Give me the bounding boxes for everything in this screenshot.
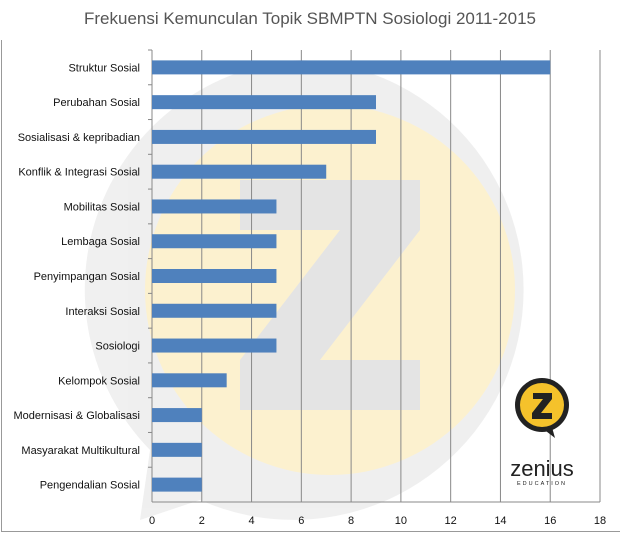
bar bbox=[152, 442, 202, 457]
bar bbox=[152, 164, 327, 179]
bar bbox=[152, 373, 227, 388]
x-tick-label: 14 bbox=[494, 515, 506, 527]
zenius-logo: zenius EDUCATION bbox=[510, 378, 574, 487]
bar bbox=[152, 408, 202, 423]
bar bbox=[152, 129, 376, 144]
category-label: Lembaga Sosial bbox=[61, 236, 140, 248]
bar bbox=[152, 338, 277, 353]
x-tick-label: 2 bbox=[199, 515, 205, 527]
zenius-watermark bbox=[84, 60, 524, 520]
x-tick-label: 8 bbox=[348, 515, 354, 527]
x-tick-label: 6 bbox=[298, 515, 304, 527]
bar bbox=[152, 199, 277, 214]
chart-title: Frekuensi Kemunculan Topik SBMPTN Sosiol… bbox=[83, 9, 536, 28]
category-label: Pengendalian Sosial bbox=[40, 480, 140, 492]
x-tick-label: 16 bbox=[544, 515, 556, 527]
x-tick-label: 12 bbox=[445, 515, 457, 527]
bar bbox=[152, 477, 202, 492]
logo-sub: EDUCATION bbox=[517, 481, 567, 487]
category-label: Sosiologi bbox=[95, 341, 140, 353]
category-label: Penyimpangan Sosial bbox=[34, 271, 140, 283]
category-label: Mobilitas Sosial bbox=[64, 201, 140, 213]
x-tick-label: 18 bbox=[594, 515, 606, 527]
logo-name: zenius bbox=[510, 456, 574, 481]
chart-frame bbox=[1, 40, 620, 532]
category-label: Sosialisasi & kepribadian bbox=[18, 132, 140, 144]
x-tick-label: 4 bbox=[248, 515, 254, 527]
bar bbox=[152, 60, 551, 75]
x-tick-label: 10 bbox=[395, 515, 407, 527]
category-label: Konflik & Integrasi Sosial bbox=[18, 167, 140, 179]
bar bbox=[152, 269, 277, 283]
category-label: Modernisasi & Globalisasi bbox=[13, 410, 140, 422]
bar bbox=[152, 303, 277, 318]
bar bbox=[152, 234, 277, 249]
category-label: Struktur Sosial bbox=[68, 62, 140, 74]
category-label: Perubahan Sosial bbox=[53, 97, 140, 109]
category-label: Kelompok Sosial bbox=[58, 375, 140, 387]
category-label: Masyarakat Multikultural bbox=[21, 445, 140, 457]
bar bbox=[152, 95, 376, 110]
x-tick-label: 0 bbox=[149, 515, 155, 527]
category-label: Interaksi Sosial bbox=[65, 306, 140, 318]
